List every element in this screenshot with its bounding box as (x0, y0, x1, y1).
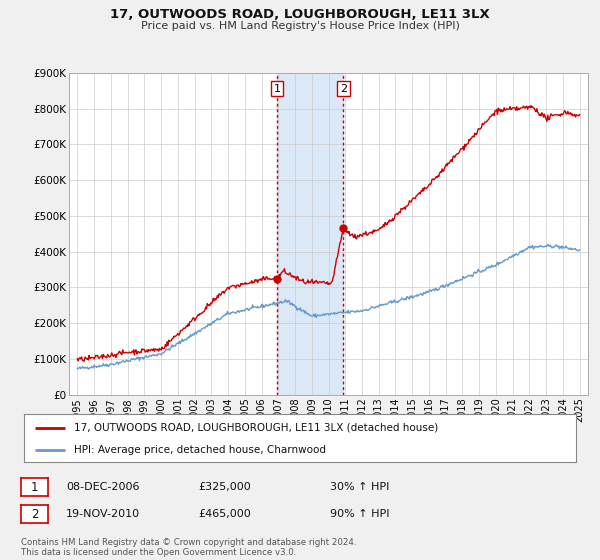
Text: £465,000: £465,000 (198, 509, 251, 519)
Text: £325,000: £325,000 (198, 482, 251, 492)
Text: 17, OUTWOODS ROAD, LOUGHBOROUGH, LE11 3LX (detached house): 17, OUTWOODS ROAD, LOUGHBOROUGH, LE11 3L… (74, 423, 438, 433)
Text: 19-NOV-2010: 19-NOV-2010 (66, 509, 140, 519)
Text: Price paid vs. HM Land Registry's House Price Index (HPI): Price paid vs. HM Land Registry's House … (140, 21, 460, 31)
Text: 2: 2 (31, 507, 38, 521)
Text: 1: 1 (31, 480, 38, 494)
Text: Contains HM Land Registry data © Crown copyright and database right 2024.: Contains HM Land Registry data © Crown c… (21, 538, 356, 547)
Text: HPI: Average price, detached house, Charnwood: HPI: Average price, detached house, Char… (74, 445, 326, 455)
Text: 17, OUTWOODS ROAD, LOUGHBOROUGH, LE11 3LX: 17, OUTWOODS ROAD, LOUGHBOROUGH, LE11 3L… (110, 8, 490, 21)
Text: 30% ↑ HPI: 30% ↑ HPI (330, 482, 389, 492)
Text: 1: 1 (274, 83, 281, 94)
Text: This data is licensed under the Open Government Licence v3.0.: This data is licensed under the Open Gov… (21, 548, 296, 557)
Bar (277, 73, 343, 395)
Text: 2: 2 (340, 83, 347, 94)
Text: 08-DEC-2006: 08-DEC-2006 (66, 482, 139, 492)
Text: 90% ↑ HPI: 90% ↑ HPI (330, 509, 389, 519)
